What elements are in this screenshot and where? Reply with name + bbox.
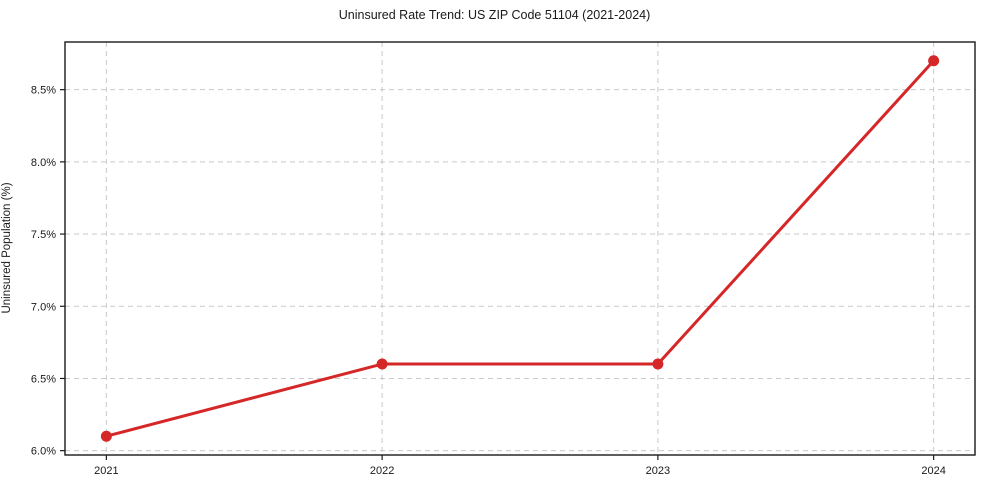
data-point-marker (652, 358, 664, 370)
y-axis-label: Uninsured Population (%) (1, 182, 13, 314)
y-tick-label: 7.5% (31, 229, 56, 241)
chart-title: Uninsured Rate Trend: US ZIP Code 51104 … (338, 8, 651, 22)
data-point-marker (928, 55, 940, 67)
data-point-marker (100, 430, 112, 442)
data-point-marker (376, 358, 388, 370)
trend-line (104, 59, 936, 438)
y-tick-label: 6.0% (31, 446, 56, 458)
y-tick-label: 8.5% (31, 85, 56, 97)
x-tick-label: 2021 (94, 465, 118, 477)
axes-border (64, 41, 976, 456)
y-tick-label: 7.0% (31, 301, 56, 313)
x-tick-label: 2023 (646, 465, 670, 477)
x-tick-label: 2022 (370, 465, 394, 477)
y-tick-label: 6.5% (31, 373, 56, 385)
x-tick-label: 2024 (921, 465, 945, 477)
y-tick-label: 8.0% (31, 157, 56, 169)
